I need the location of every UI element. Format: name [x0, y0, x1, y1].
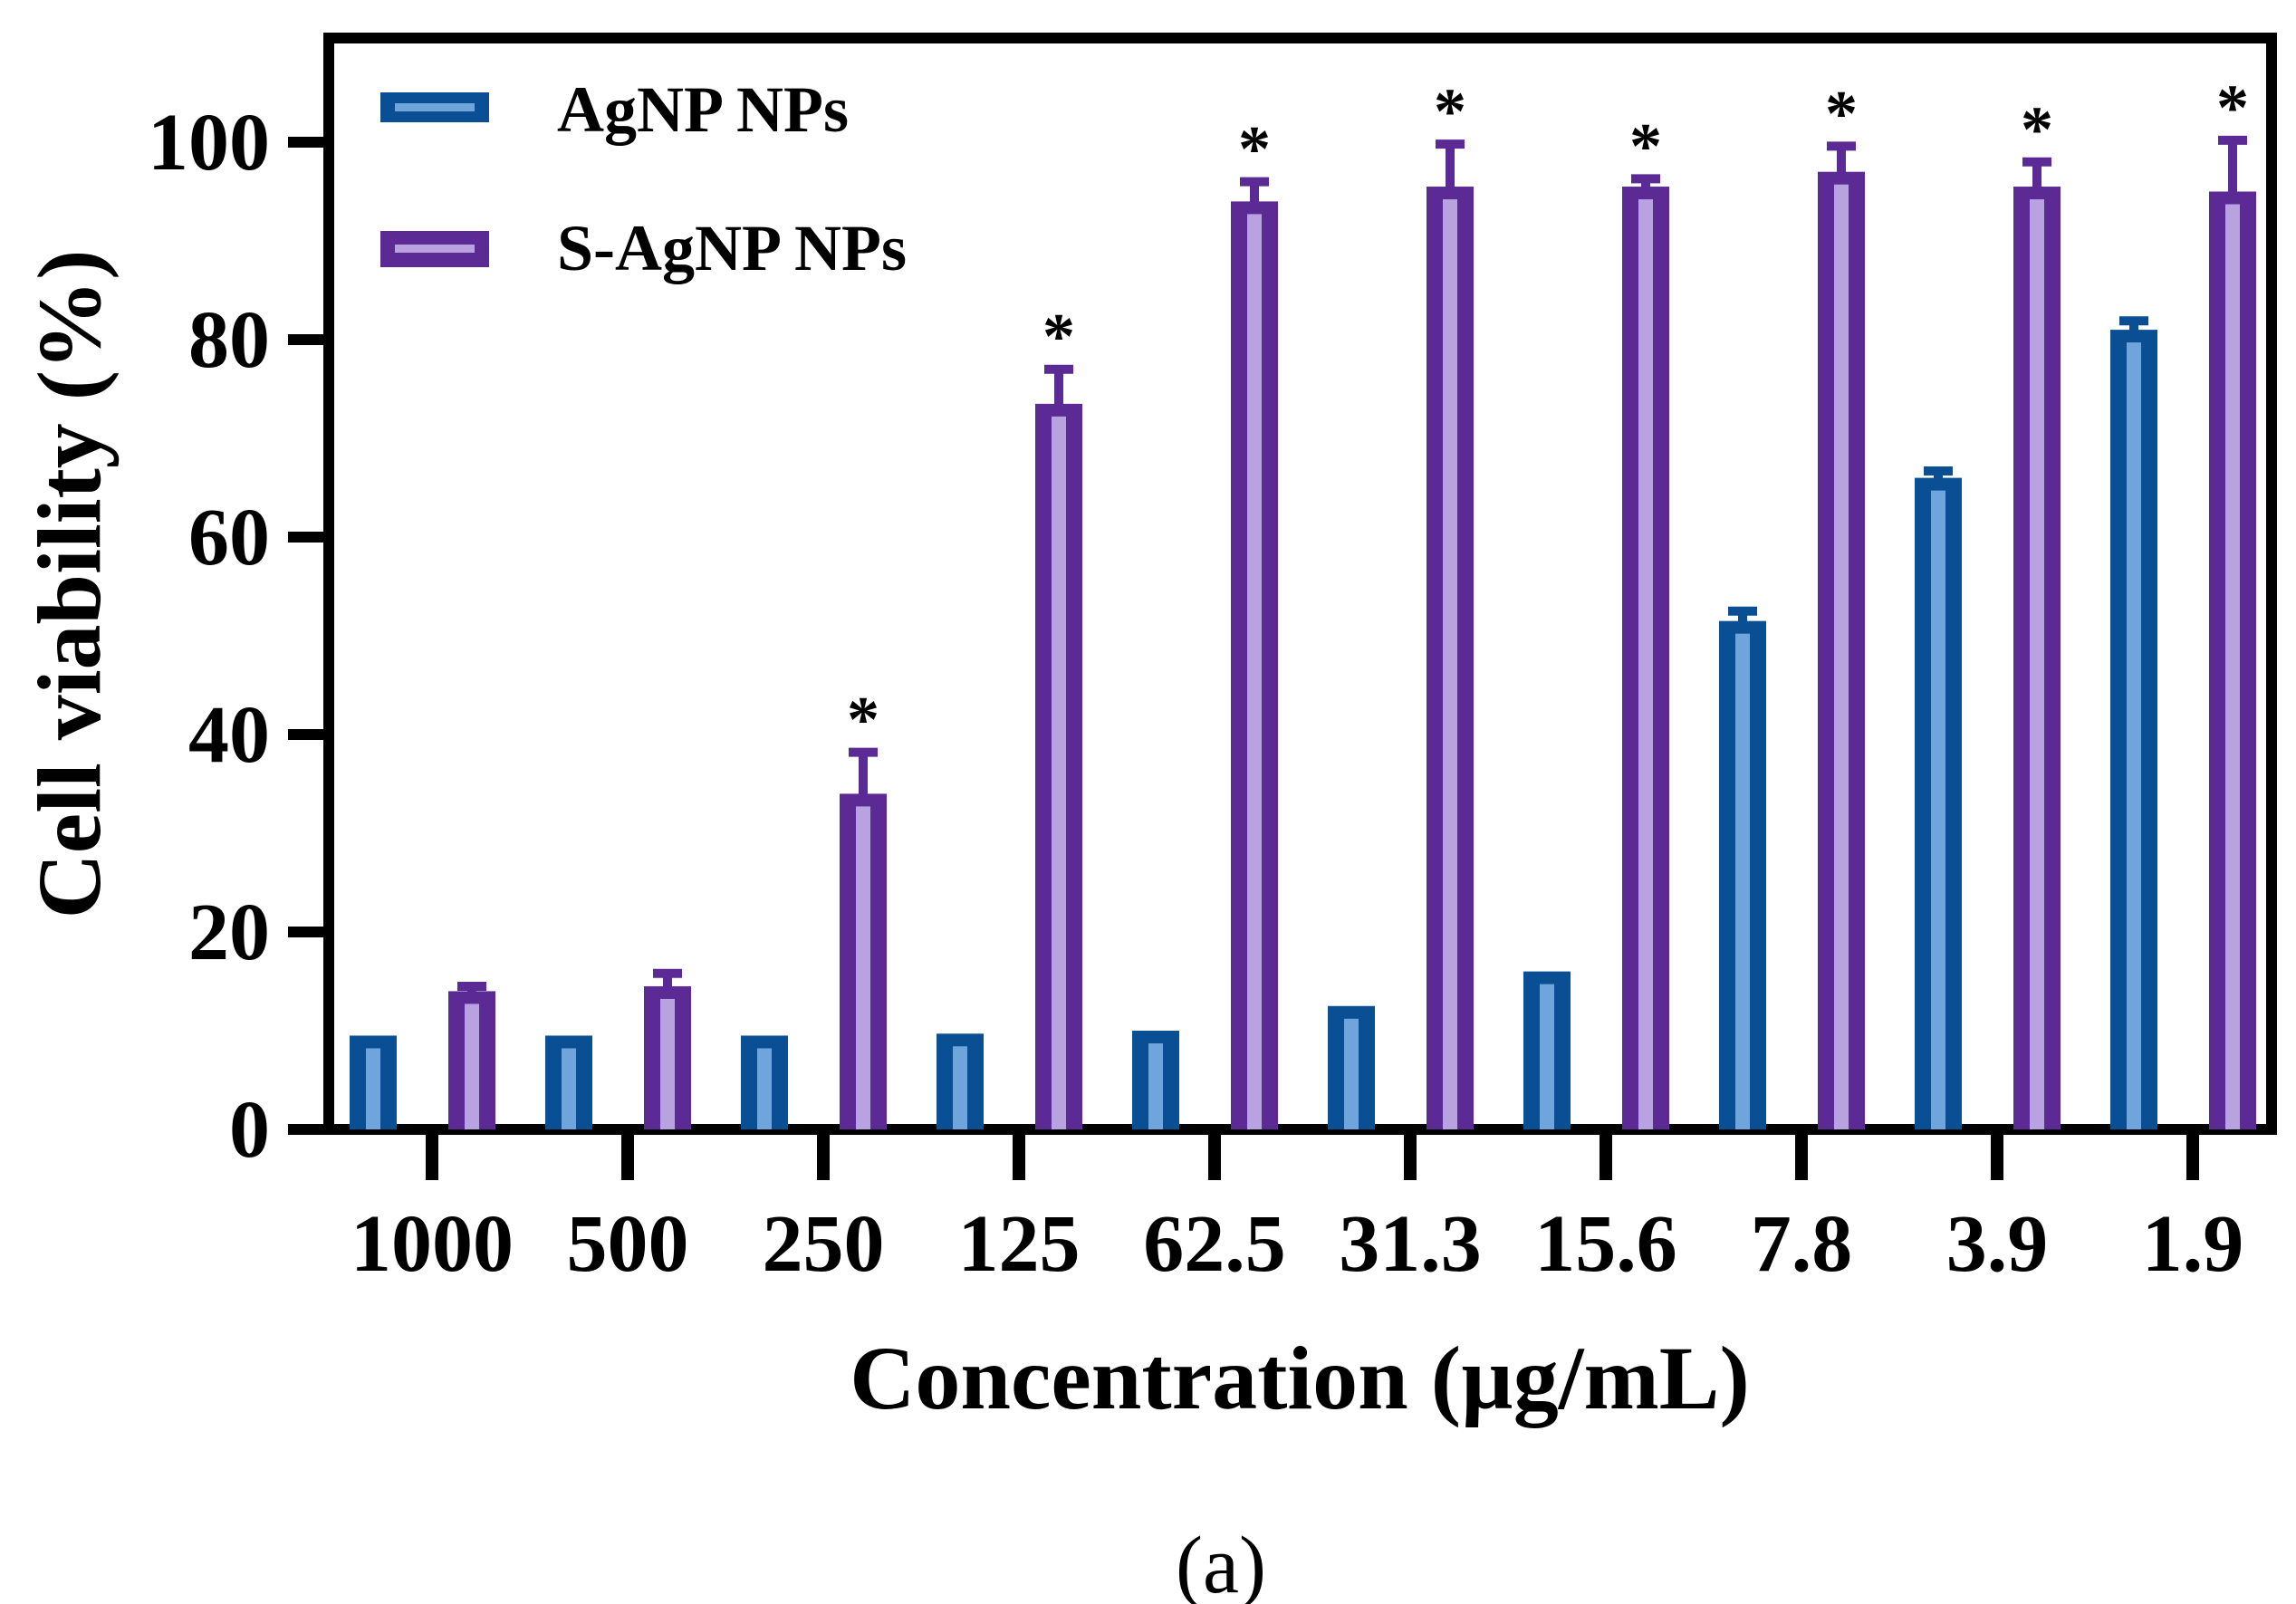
bar-highlight — [1540, 984, 1554, 1129]
y-tick-label: 80 — [188, 295, 270, 385]
significance-marker: * — [1434, 75, 1466, 148]
x-axis-title: Concentration (µg/mL) — [850, 1328, 1750, 1428]
bar-highlight — [1735, 633, 1750, 1129]
x-tick-label: 62.5 — [1143, 1199, 1286, 1289]
bar-series: * * * * * * * * — [350, 72, 2256, 1130]
y-axis-ticks: 0 20 40 60 80 100 — [148, 98, 329, 1175]
bar-highlight — [660, 998, 675, 1129]
y-tick-label: 40 — [188, 690, 270, 780]
bar-highlight — [1443, 199, 1457, 1129]
bar-highlight — [1931, 490, 1945, 1129]
legend-label-sagnp: S-AgNP NPs — [557, 212, 907, 284]
bar-highlight — [465, 1004, 479, 1129]
x-tick-label: 31.3 — [1339, 1199, 1482, 1289]
legend-label-agnp: AgNP NPs — [557, 73, 849, 146]
y-tick-label: 100 — [148, 98, 270, 187]
panel-label: (a) — [1176, 1521, 1266, 1604]
x-tick-label: 1.9 — [2142, 1199, 2244, 1289]
significance-marker: * — [1825, 77, 1858, 149]
x-axis-ticks: 1000 500 250 125 62.5 31.3 15.6 7.8 3.9 1.9 — [351, 1135, 2243, 1289]
legend-swatch-agnp-inner — [395, 103, 475, 111]
bar-highlight — [1344, 1018, 1359, 1129]
x-tick-label: 15.6 — [1534, 1199, 1677, 1289]
bar-highlight — [1247, 214, 1262, 1129]
x-tick-label: 500 — [567, 1199, 689, 1289]
bar-highlight — [757, 1048, 772, 1129]
y-axis-title: Cell viability (%) — [19, 250, 120, 919]
legend: AgNP NPs S-AgNP NPs — [380, 73, 907, 284]
significance-marker: * — [847, 684, 879, 756]
x-tick-label: 1000 — [351, 1199, 514, 1289]
x-tick-label: 125 — [958, 1199, 1081, 1289]
bar-highlight — [856, 806, 870, 1129]
significance-marker: * — [1238, 113, 1271, 186]
bar-highlight — [2127, 342, 2141, 1130]
significance-marker: * — [2021, 93, 2053, 166]
y-tick-label: 20 — [188, 888, 270, 977]
bar-highlight — [2030, 199, 2044, 1129]
x-tick-label: 7.8 — [1751, 1199, 1853, 1289]
x-tick-label: 3.9 — [1946, 1199, 2049, 1289]
plot-frame — [323, 33, 2277, 1135]
bar-highlight — [1834, 184, 1849, 1130]
x-tick-label: 250 — [763, 1199, 885, 1289]
bar-highlight — [366, 1048, 380, 1129]
bar-highlight — [1052, 416, 1066, 1130]
significance-marker: * — [2216, 72, 2249, 144]
bar-highlight — [1638, 199, 1653, 1129]
legend-swatch-sagnp-inner — [395, 245, 475, 253]
bar-highlight — [1148, 1043, 1163, 1129]
significance-marker: * — [1042, 301, 1075, 373]
bar-highlight — [562, 1048, 576, 1129]
bar-highlight — [2225, 204, 2240, 1129]
bar-highlight — [953, 1046, 967, 1129]
y-tick-label: 60 — [188, 493, 270, 582]
y-tick-label: 0 — [229, 1085, 270, 1175]
significance-marker: * — [1629, 110, 1662, 182]
